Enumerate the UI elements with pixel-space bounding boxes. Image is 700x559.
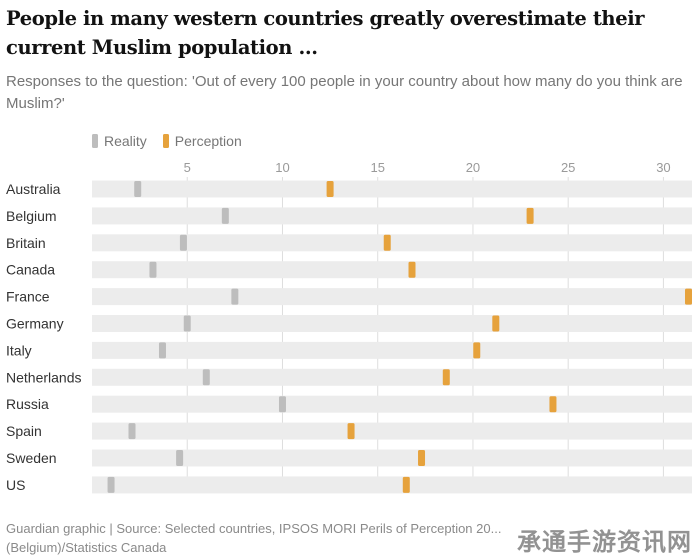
country-label: Britain [6,235,46,251]
reality-marker [231,288,239,305]
perception-marker [442,369,450,386]
dot-chart: 5 10 15 20 25 30 Australia Belgium Britain Canada… [6,160,692,494]
country-label: Spain [6,423,42,439]
x-tick-label: 20 [466,160,480,175]
perception-marker [473,342,481,359]
legend-label-perception: Perception [174,133,242,149]
country-label: Netherlands [6,369,82,385]
x-tick-label: 5 [184,160,191,175]
legend-item-reality: Reality [92,133,147,149]
perception-marker [347,423,355,440]
row-track [92,180,692,198]
reality-marker [221,207,229,224]
country-label: Germany [6,316,64,332]
perception-marker [418,450,426,466]
chart-legend: Reality Perception [92,133,258,149]
perception-marker [549,396,557,413]
perception-marker [326,181,334,197]
country-label: US [6,477,25,493]
perception-marker [383,234,391,251]
reality-marker [149,261,157,278]
watermark: 承通手游资讯网 [517,528,692,556]
row-track [92,476,692,494]
row-track [92,315,692,332]
row-track [92,207,692,225]
legend-swatch-reality [92,134,98,148]
reality-marker [183,315,191,332]
x-tick-label: 10 [275,160,289,175]
row-track [92,395,692,413]
country-label: Canada [6,262,55,278]
legend-swatch-perception [162,134,169,148]
perception-marker [492,315,500,332]
x-tick-label: 15 [370,160,384,175]
country-label: Italy [6,342,32,358]
chart-subtitle: Responses to the question: 'Out of every… [6,73,683,112]
row-track [92,288,692,306]
row-track [92,261,692,279]
reality-marker [107,476,115,493]
country-label: Belgium [6,208,57,224]
chart-source-note: Guardian graphic | Source: Selected coun… [6,521,502,555]
chart-title: People in many western countries greatly… [6,7,645,59]
row-track [92,234,692,252]
country-label: Sweden [6,450,57,466]
row-track [92,341,692,359]
reality-marker [202,369,210,386]
reality-marker [134,181,142,197]
reality-marker [179,234,187,251]
x-tick-label: 25 [561,160,575,175]
country-label: Australia [6,181,61,197]
reality-marker [278,396,286,413]
country-label: France [6,289,50,305]
perception-marker [526,207,534,224]
x-tick-label: 30 [656,160,670,175]
legend-item-perception: Perception [162,133,242,149]
reality-marker [158,342,166,359]
country-label: Russia [6,396,49,412]
row-track [92,449,692,467]
row-track [92,368,692,386]
row-track [92,422,692,440]
perception-marker [408,261,416,278]
reality-marker [176,450,184,466]
perception-marker [402,476,410,493]
reality-marker [128,423,136,440]
perception-marker [685,288,692,305]
legend-label-reality: Reality [104,133,147,149]
